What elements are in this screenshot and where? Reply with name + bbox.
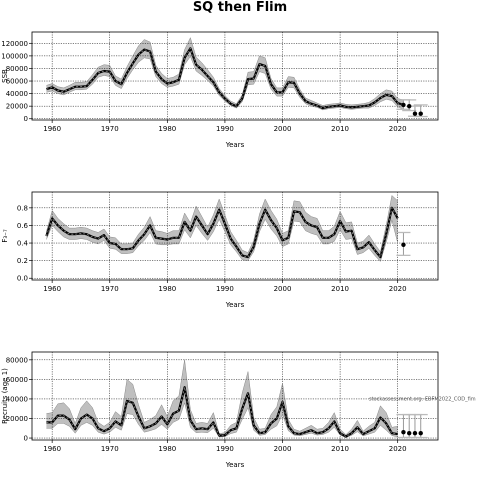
ssb-ytick-label-120000: 120000: [1, 40, 28, 48]
ssb-xtick-label-1980: 1980: [158, 125, 176, 133]
f-xtick-label-2010: 2010: [331, 285, 349, 293]
ssb-xtick-label-2010: 2010: [331, 125, 349, 133]
recruits-forecast-point-2023: [412, 430, 418, 436]
ssb-ytick-label-60000: 60000: [6, 78, 28, 86]
ssb-ytick-label-80000: 80000: [6, 65, 28, 73]
ssb-estimate-dash: [46, 47, 404, 109]
recruits-xtick-label-1970: 1970: [101, 445, 119, 453]
ssb-forecast-point-2021: [401, 102, 406, 108]
f-xtick-label-1980: 1980: [158, 285, 176, 293]
fishing-mortality-panel: 1960 1970 1980 1990 2000 2010 2020 0.0 0.2 0.4 0.6…: [1, 191, 439, 309]
f-xtick-label-2000: 2000: [274, 285, 292, 293]
ssb-forecast-point-2022: [407, 103, 412, 109]
recruits-xtick-label-2020: 2020: [389, 445, 407, 453]
ssb-y-axis-label: SSB: [1, 69, 9, 83]
f-xtick-label-2020: 2020: [389, 285, 407, 293]
ssb-plot-frame: [31, 31, 439, 121]
recruits-forecast-point-2024: [418, 430, 423, 436]
recruits-xtick-label-1990: 1990: [216, 445, 234, 453]
recruits-forecast-point-2021: [401, 429, 406, 435]
recruits-xtick-label-1980: 1980: [158, 445, 176, 453]
f-ytick-label-0.2: 0.2: [17, 257, 28, 265]
ssb-ytick-label-100000: 100000: [1, 52, 28, 60]
recruits-forecast-point-2022: [407, 430, 412, 436]
recruits-ytick-label-20000: 20000: [6, 415, 28, 423]
recruits-plot-frame: [31, 351, 439, 441]
f-estimate-dash: [46, 206, 399, 258]
f-ytick-label-0.6: 0.6: [17, 222, 29, 230]
f-ytick-label-0.8: 0.8: [17, 204, 28, 212]
f-x-axis-label: Years: [225, 301, 245, 309]
recruitment-panel: 1960 1970 1980 1990 2000 2010 2020 0 20000 40000 6…: [1, 351, 476, 469]
recruits-xtick-label-2000: 2000: [274, 445, 292, 453]
recruits-ytick-label-80000: 80000: [6, 356, 28, 364]
ssb-xtick-label-1970: 1970: [101, 125, 119, 133]
f-y-axis-label: F₃₋₇: [1, 229, 9, 243]
ssb-forecast-point-2023: [412, 111, 418, 116]
f-ytick-label-0.4: 0.4: [17, 240, 29, 248]
ssb-xtick-label-2000: 2000: [274, 125, 292, 133]
f-xtick-label-1970: 1970: [101, 285, 119, 293]
recruits-estimate-dash: [46, 387, 398, 438]
recruits-lower-bound-line: [46, 401, 398, 438]
f-xtick-label-1960: 1960: [43, 285, 61, 293]
recruits-xtick-label-2010: 2010: [331, 445, 349, 453]
f-plot-frame: [31, 191, 439, 281]
f-ytick-label-0: 0.0: [17, 275, 28, 283]
f-forecast-point-2021: [401, 242, 406, 247]
ssb-panel: 1960 1970 1980 1990 2000 2010 2020 0 20000 40000 6…: [1, 31, 439, 149]
recruits-ytick-label-40000: 40000: [6, 395, 28, 403]
ssb-xtick-label-1960: 1960: [43, 125, 61, 133]
ssb-ytick-label-40000: 40000: [6, 90, 28, 98]
recruits-xtick-label-1960: 1960: [43, 445, 61, 453]
ssb-ytick-label-20000: 20000: [6, 103, 28, 111]
ssb-lower-bound-line: [46, 55, 404, 111]
figure-title: SQ then Flim: [192, 0, 288, 15]
recruits-confidence-band: [46, 359, 398, 438]
recruits-ytick-label-0: 0: [24, 435, 28, 443]
ssb-xtick-label-1990: 1990: [216, 125, 234, 133]
ssb-forecast-point-2024: [418, 111, 423, 116]
watermark-text: stockassessment.org: EBFM2022_COD_fim: [369, 397, 476, 403]
f-upper-bound-line: [46, 195, 398, 254]
ssb-x-axis-label: Years: [225, 141, 245, 149]
recruits-upper-bound-line: [46, 359, 398, 435]
ssb-upper-bound-line: [46, 37, 404, 106]
f-lower-bound-line: [46, 218, 398, 262]
f-xtick-label-1990: 1990: [216, 285, 234, 293]
recruits-ytick-label-60000: 60000: [6, 376, 28, 384]
recruits-x-axis-label: Years: [225, 461, 245, 469]
ssb-xtick-label-2020: 2020: [389, 125, 407, 133]
ssb-ytick-label-0: 0: [24, 115, 28, 123]
recruits-y-axis-label: Recruits (age 1): [1, 368, 9, 424]
